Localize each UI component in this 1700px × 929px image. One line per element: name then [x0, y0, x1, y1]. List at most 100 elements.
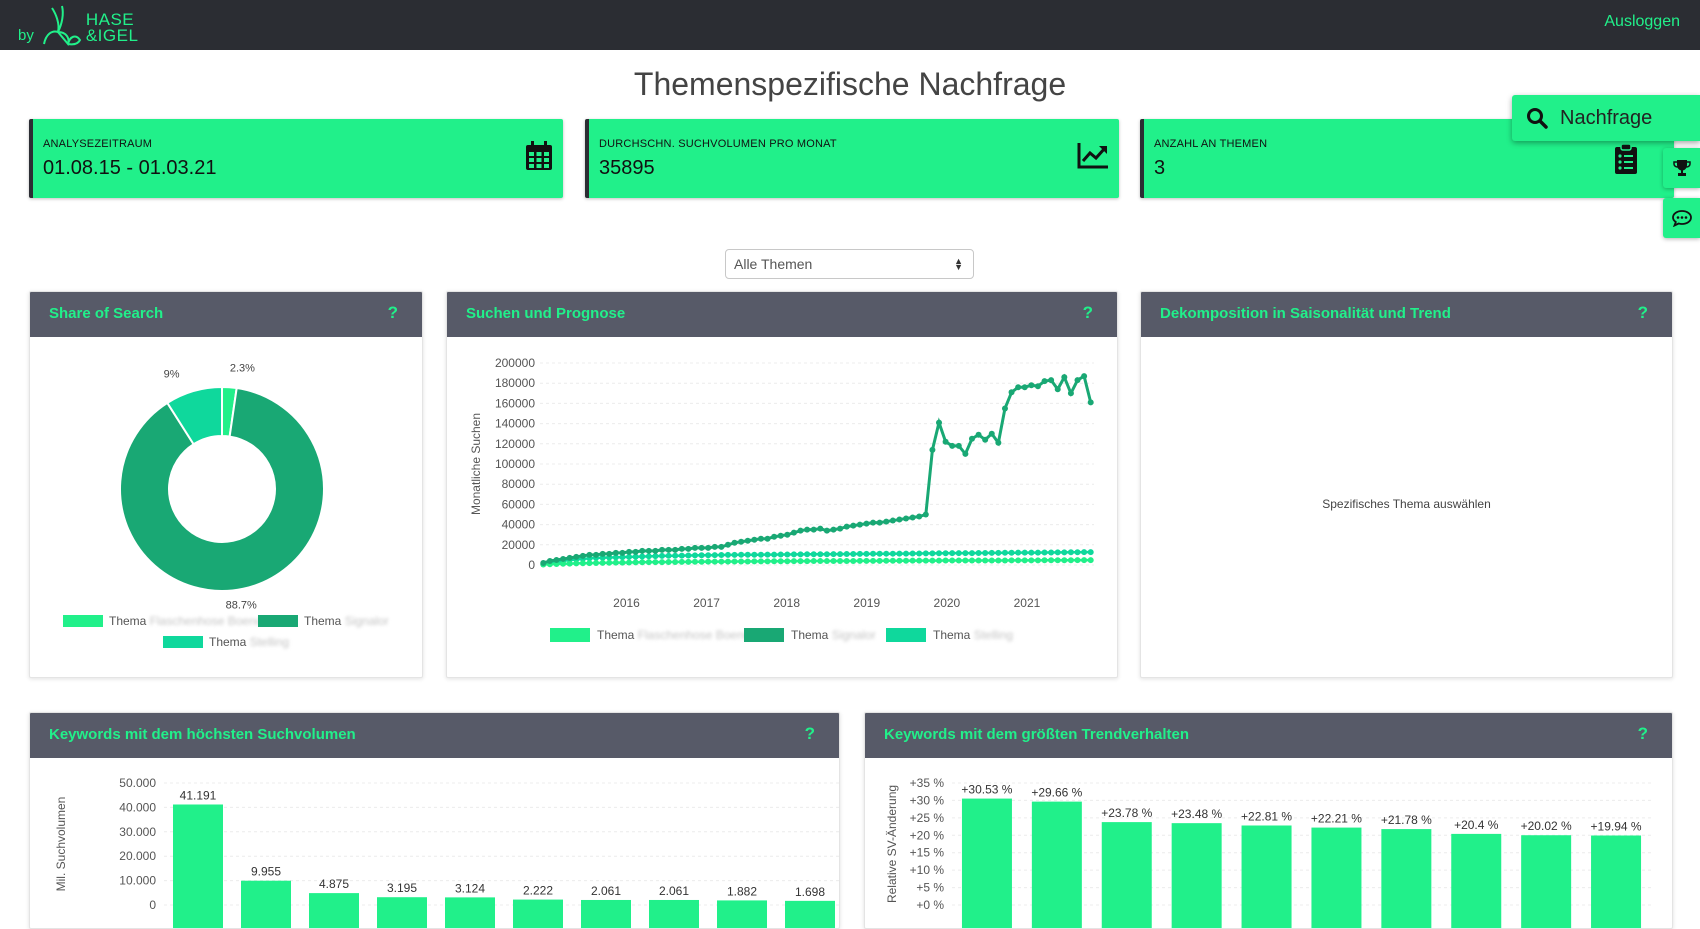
series-point: [665, 552, 672, 559]
bar: [581, 899, 631, 928]
help-icon[interactable]: ?: [1637, 303, 1648, 322]
series-point: [1048, 377, 1055, 384]
series-point: [1034, 557, 1041, 564]
legend-swatch: [886, 628, 926, 642]
brand-logo[interactable]: by HASE &IGEL: [18, 2, 138, 48]
series-point: [659, 552, 666, 559]
series-point: [909, 557, 916, 564]
series-point: [724, 541, 731, 548]
series-point: [962, 450, 969, 457]
series-point: [936, 557, 943, 564]
topic-select[interactable]: Alle Themen ▲ ▼: [725, 249, 974, 279]
pie-slice: [119, 386, 325, 592]
series-point: [744, 558, 751, 565]
series-point: [606, 550, 613, 557]
help-icon[interactable]: ?: [804, 724, 815, 743]
series-point: [962, 557, 969, 564]
series-point: [995, 549, 1002, 556]
x-tick-label: 2019: [853, 596, 880, 610]
series-point: [975, 549, 982, 556]
series-point: [619, 549, 626, 556]
bar: [717, 900, 767, 928]
series-point: [771, 533, 778, 540]
series-point: [566, 560, 573, 567]
series-point: [639, 553, 646, 560]
series-point: [599, 559, 606, 566]
series-point: [1028, 557, 1035, 564]
y-axis-label: Monatliche Suchen: [469, 413, 483, 515]
legend-label: Thema Signalor: [791, 628, 876, 642]
y-tick-label: 60000: [502, 497, 536, 511]
series-point: [903, 515, 910, 522]
panel-top-volume-keywords: Keywords mit dem höchsten Suchvolumen ? …: [29, 712, 840, 929]
series-point: [685, 552, 692, 559]
bar-value-label: 2.222: [523, 884, 553, 898]
series-point: [830, 551, 837, 558]
rabbit-hedgehog-logo-icon: [42, 5, 81, 47]
series-point: [988, 549, 995, 556]
clipboard-list-icon: [1615, 143, 1637, 174]
series-line: [542, 373, 1093, 565]
series-point: [876, 519, 883, 526]
series-point: [546, 557, 553, 564]
y-tick-label: 160000: [495, 396, 535, 410]
series-point: [968, 550, 975, 557]
select-caret-icon: ▲ ▼: [954, 256, 963, 272]
series-point: [1041, 557, 1048, 564]
help-icon[interactable]: ?: [1637, 724, 1648, 743]
series-point: [1001, 557, 1008, 564]
series-point: [744, 551, 751, 558]
series-point: [968, 557, 975, 564]
series-point: [1015, 549, 1022, 556]
trophy-button[interactable]: [1663, 148, 1700, 188]
series-point: [777, 551, 784, 558]
series-point: [553, 556, 560, 563]
help-icon[interactable]: ?: [1082, 303, 1093, 322]
search-demand-button[interactable]: Nachfrage: [1512, 95, 1700, 141]
bar: [445, 897, 495, 928]
panel-title: Keywords mit dem höchsten Suchvolumen: [49, 726, 356, 743]
series-point: [698, 544, 705, 551]
y-tick-label: 180000: [495, 376, 535, 390]
series-point: [698, 558, 705, 565]
series-point: [1041, 378, 1048, 385]
series-point: [896, 516, 903, 523]
series-point: [863, 550, 870, 557]
series-point: [876, 550, 883, 557]
bar-value-label: +23.78 %: [1101, 806, 1152, 820]
help-icon[interactable]: ?: [387, 303, 398, 322]
legend-swatch: [163, 636, 203, 648]
series-point: [955, 442, 962, 449]
bar-value-label: 3.124: [455, 881, 485, 895]
bar: [1521, 835, 1572, 928]
x-tick-label: 2018: [773, 596, 800, 610]
y-tick-label: +5 %: [916, 881, 944, 895]
series-point: [995, 439, 1002, 446]
series-point: [612, 554, 619, 561]
series-point: [988, 557, 995, 564]
chat-button[interactable]: [1663, 198, 1700, 238]
series-point: [843, 523, 850, 530]
series-point: [632, 559, 639, 566]
series-point: [599, 550, 606, 557]
series-point: [1041, 549, 1048, 556]
panel-decomposition: Dekomposition in Saisonalität und Trend …: [1140, 291, 1673, 678]
series-point: [797, 527, 804, 534]
top-navbar: by HASE &IGEL Ausloggen: [0, 0, 1700, 50]
bar: [649, 899, 699, 928]
series-point: [711, 543, 718, 550]
kpi-value: 35895: [599, 157, 655, 179]
series-point: [1008, 557, 1015, 564]
series-point: [942, 550, 949, 557]
series-point: [1067, 549, 1074, 556]
bar-value-label: 41.191: [180, 788, 217, 802]
series-point: [1087, 399, 1094, 406]
logout-link[interactable]: Ausloggen: [1604, 13, 1680, 30]
series-point: [889, 517, 896, 524]
series-point: [889, 557, 896, 564]
y-tick-label: 20000: [502, 538, 536, 552]
y-tick-label: 40000: [502, 518, 536, 532]
y-tick-label: 0: [528, 558, 535, 572]
bar: [1451, 833, 1502, 928]
series-point: [665, 546, 672, 553]
